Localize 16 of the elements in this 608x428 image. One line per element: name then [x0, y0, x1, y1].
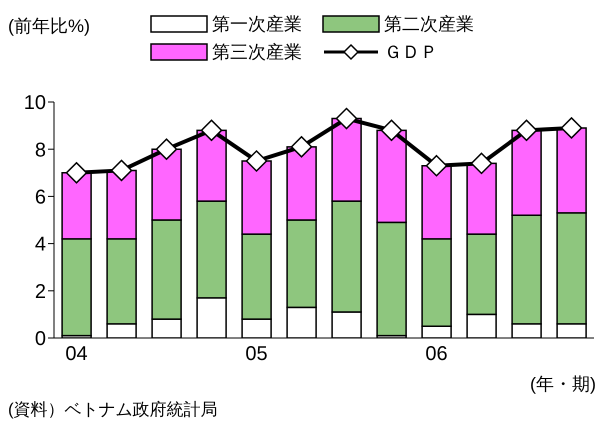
y-axis-title: (前年比%) — [8, 15, 90, 38]
y-tick-label: 10 — [24, 92, 46, 114]
x-tick-label: 06 — [425, 343, 448, 366]
x-axis-title: (年・期) — [529, 373, 597, 396]
y-tick-label: 4 — [34, 234, 46, 256]
x-tick-label: 05 — [245, 343, 268, 366]
legend-label: 第二次産業 — [384, 13, 474, 36]
x-tick-label: 04 — [65, 343, 88, 366]
y-tick-label: 0 — [34, 328, 46, 350]
y-tick-label: 6 — [34, 186, 46, 208]
legend-label: ＧＤＰ — [384, 41, 438, 64]
y-tick-label: 8 — [34, 139, 46, 162]
legend-label: 第一次産業 — [212, 13, 302, 36]
y-tick-label: 2 — [34, 280, 46, 303]
text: (資料）ベトナム政府統計局 — [8, 399, 219, 421]
legend-label: 第三次産業 — [212, 41, 302, 64]
